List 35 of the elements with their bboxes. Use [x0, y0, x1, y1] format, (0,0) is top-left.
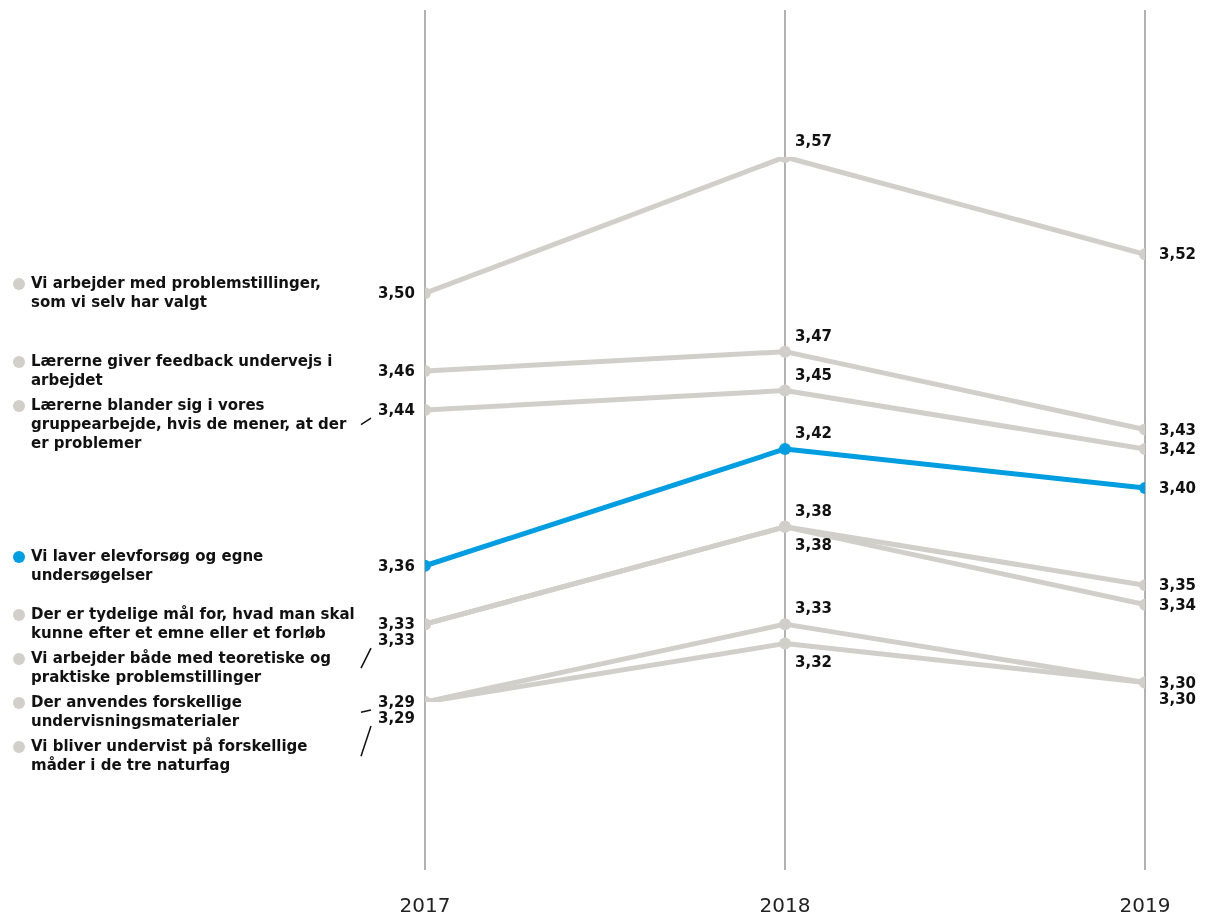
legend-label: Vi laver elevforsøg og egne undersøgelser	[31, 546, 265, 585]
data-label: 3,29	[377, 693, 415, 711]
data-label: 3,40	[1159, 478, 1197, 497]
legend-label: Vi arbejder både med teoretiske og praktiske problemstillinger	[31, 649, 333, 688]
legend-label: Vi arbejder med problemstillinger, som vi selv har valgt	[31, 274, 322, 313]
data-label: 3,36	[377, 556, 415, 575]
data-label: 3,30	[1159, 673, 1197, 692]
legend-label: Der er tydelige mål for, hvad man skal kunne efter et emne eller et forløb	[31, 605, 356, 644]
data-label: 3,42	[1159, 439, 1197, 458]
data-label: 3,35	[1159, 576, 1197, 595]
data-label: 3,33	[377, 631, 415, 650]
data-label: 3,34	[1159, 595, 1197, 614]
legend-label: Der anvendes forskellige undervisningsmaterialer	[31, 693, 243, 732]
data-label: 3,29	[377, 709, 415, 727]
x-tick-label: 2017	[399, 893, 451, 915]
data-label: 3,45	[795, 365, 833, 384]
data-label: 3,42	[795, 423, 833, 442]
data-label: 3,43	[1159, 420, 1197, 439]
data-label: 3,33	[795, 599, 833, 618]
data-label: 3,32	[795, 652, 833, 671]
x-tick-label: 2019	[1119, 893, 1171, 915]
legend-label: Lærerne blander sig i vores gruppearbejde, hvis de mener, at der er problemer	[31, 396, 348, 454]
data-label: 3,38	[795, 501, 833, 520]
legend-label: Vi bliver undervist på forskellige måder i de tre naturfag	[31, 737, 309, 776]
data-label: 3,30	[1159, 689, 1197, 708]
data-label: 3,47	[795, 326, 833, 345]
data-label: 3,50	[377, 284, 415, 303]
data-label: 3,33	[377, 615, 415, 634]
data-label: 3,52	[1159, 245, 1197, 264]
data-label: 3,44	[377, 401, 415, 420]
x-tick-label: 2018	[759, 893, 811, 915]
data-label: 3,38	[795, 535, 833, 554]
legend-label: Lærerne giver feedback undervejs i arbejdet	[31, 352, 334, 391]
data-label: 3,57	[795, 132, 833, 150]
data-label: 3,46	[377, 362, 415, 381]
